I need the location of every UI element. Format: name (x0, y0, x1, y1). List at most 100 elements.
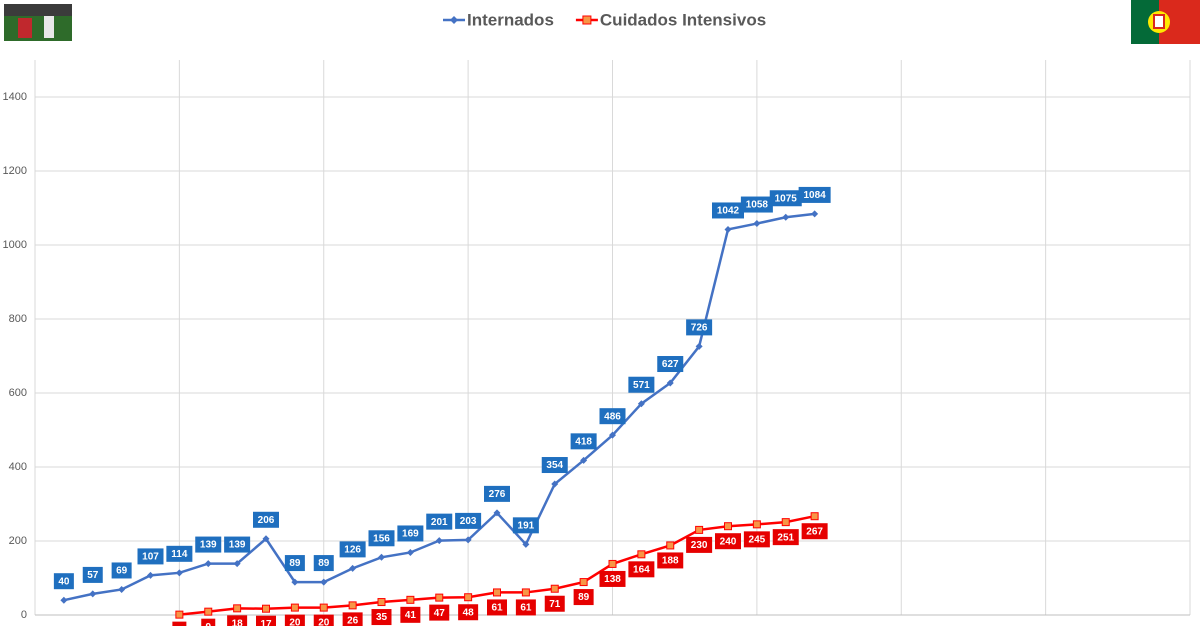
data-label: 17 (260, 619, 272, 626)
data-label-box (253, 511, 279, 528)
data-label: 267 (806, 526, 823, 537)
data-label-box (599, 408, 626, 425)
marker (406, 548, 414, 556)
marker (551, 480, 559, 488)
y-tick-label: 1400 (3, 91, 27, 103)
marker (406, 595, 415, 604)
data-label: 47 (434, 608, 446, 619)
data-label-box (256, 615, 276, 626)
data-label-box (715, 533, 741, 550)
data-label-box (313, 614, 334, 626)
marker (118, 585, 126, 593)
data-label: 276 (489, 489, 506, 500)
marker (695, 525, 704, 534)
data-label-box (657, 552, 684, 569)
marker (464, 536, 472, 544)
marker (550, 584, 559, 593)
data-label: 206 (258, 515, 275, 526)
data-label: 61 (491, 603, 503, 614)
marker (637, 550, 646, 559)
marker (233, 560, 241, 568)
marker (175, 610, 184, 619)
data-label: 138 (604, 574, 621, 585)
marker (378, 553, 385, 561)
data-label-box (400, 606, 421, 623)
y-tick-label: 400 (9, 461, 27, 473)
marker (262, 604, 270, 613)
data-label-box (172, 621, 187, 626)
data-label-box (166, 545, 193, 562)
marker (493, 509, 501, 517)
data-label: 71 (549, 599, 561, 610)
data-label-box (657, 356, 684, 373)
data-label-box (686, 536, 713, 553)
data-label: 69 (116, 566, 128, 577)
data-label: 61 (520, 603, 532, 614)
data-label: 1075 (775, 193, 798, 204)
marker (319, 603, 328, 612)
data-label-box (455, 512, 482, 529)
marker (290, 603, 299, 612)
marker (666, 379, 674, 387)
data-label: 35 (376, 612, 388, 623)
data-label: 486 (604, 411, 621, 422)
marker (695, 342, 703, 350)
data-label: 89 (578, 592, 590, 603)
data-label: 188 (662, 556, 679, 567)
data-label-box (397, 525, 424, 542)
marker (320, 578, 328, 586)
legend: Internados Cuidados Intensivos (443, 10, 766, 29)
data-label: 164 (633, 564, 650, 575)
data-label-box (53, 573, 74, 590)
marker (724, 522, 732, 531)
data-label-box (342, 612, 363, 626)
data-label-box (628, 561, 655, 578)
marker (522, 540, 530, 548)
marker (580, 456, 588, 464)
data-label-box (284, 555, 305, 572)
data-label: 40 (58, 576, 70, 587)
marker (752, 520, 761, 529)
data-label-box (570, 433, 597, 450)
marker (724, 225, 732, 233)
marker (60, 596, 68, 604)
marker (204, 560, 212, 568)
legend-label: Cuidados Intensivos (600, 10, 766, 29)
data-label-box (224, 536, 251, 553)
data-label-box (599, 570, 626, 587)
data-label-box (313, 555, 334, 572)
data-label: 203 (460, 516, 477, 527)
marker (262, 535, 270, 543)
data-label: 89 (318, 558, 330, 569)
data-label: 126 (344, 545, 361, 556)
data-label-box (429, 604, 450, 621)
y-tick-label: 800 (9, 313, 27, 325)
marker (349, 564, 357, 572)
data-label: 107 (142, 552, 159, 563)
data-label: 20 (289, 618, 301, 626)
data-label-box (801, 523, 828, 540)
data-label: 1058 (746, 200, 769, 211)
data-label-box (339, 541, 366, 558)
data-label-box (201, 618, 216, 626)
data-label: 726 (691, 323, 708, 334)
data-label: 191 (518, 520, 535, 531)
data-label: 627 (662, 359, 679, 370)
flag (1131, 0, 1200, 44)
data-label: 57 (87, 570, 99, 581)
data-label-box (426, 513, 453, 530)
data-label: 18 (232, 618, 244, 626)
marker (609, 431, 616, 439)
data-label-box (798, 186, 831, 203)
marker (637, 400, 645, 408)
marker (782, 213, 790, 221)
marker (811, 210, 819, 218)
data-label-box (743, 531, 770, 548)
data-label-box (82, 566, 103, 583)
marker (753, 220, 761, 228)
data-label-box (487, 599, 507, 616)
data-label: 354 (546, 460, 563, 471)
legend-marker (582, 15, 592, 25)
data-label: 201 (431, 517, 448, 528)
